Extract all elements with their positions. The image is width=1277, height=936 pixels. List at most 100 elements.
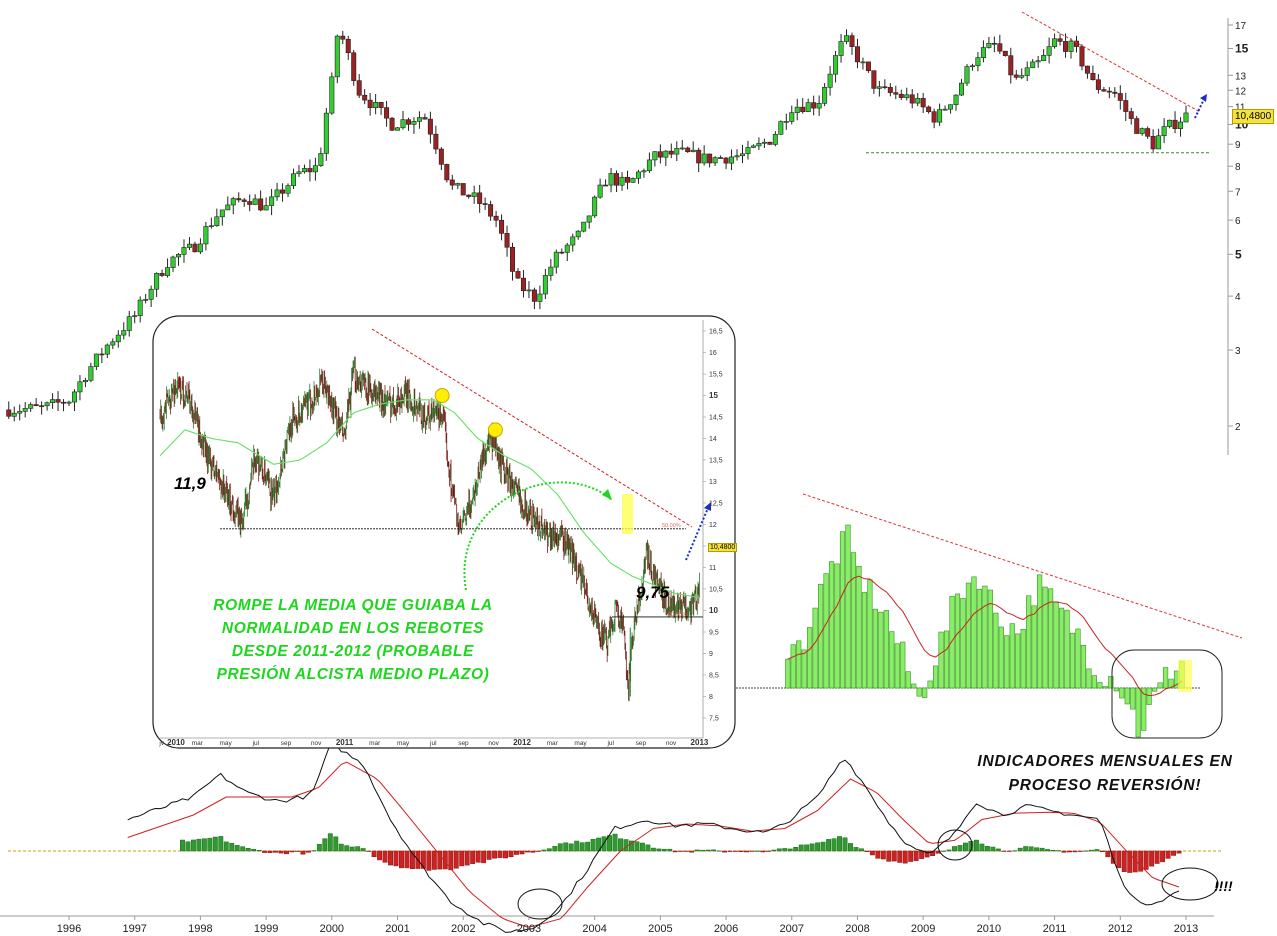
hist-bar: [801, 649, 807, 689]
candle-body: [663, 150, 669, 158]
macd-hist-bar: [218, 836, 224, 852]
candle-body: [816, 103, 822, 109]
candle-body: [723, 157, 729, 164]
candle-body: [395, 127, 401, 131]
macd-hist-bar: [689, 850, 695, 853]
macd-hist-bar: [826, 839, 832, 852]
candle-body: [247, 201, 253, 205]
macd-callout-circle: [1161, 867, 1219, 901]
candle-body: [739, 153, 745, 157]
macd-hist-bar: [371, 850, 377, 857]
macd-panel: [8, 743, 1222, 933]
macd-hist-bar: [995, 848, 1001, 852]
candle-body: [208, 225, 214, 228]
macd-hist-bar: [1061, 850, 1067, 853]
macd-hist-bar: [377, 850, 383, 861]
macd-hist-bar: [738, 850, 744, 852]
macd-hist-bar: [355, 846, 361, 852]
candle-body: [110, 341, 116, 346]
macd-hist-bar: [837, 836, 842, 852]
candle-body: [504, 233, 510, 248]
macd-hist-bar: [891, 850, 897, 862]
year-label: 2002: [451, 923, 475, 935]
macd-hist-bar: [322, 838, 328, 852]
macd-hist-bar: [771, 849, 777, 852]
price-tick-label: 4: [1235, 292, 1241, 303]
candle-body: [88, 366, 94, 381]
macd-hist-bar: [1116, 850, 1122, 869]
candle-body: [143, 299, 149, 301]
candle-body: [690, 149, 696, 153]
candle-body: [1106, 90, 1112, 93]
macd-hist-bar: [344, 845, 350, 852]
candle-body: [624, 176, 630, 183]
macd-hist-bar: [908, 850, 914, 862]
price-tick-label: 11: [1235, 103, 1246, 114]
candle-body: [1172, 119, 1178, 129]
candle-body: [882, 86, 888, 89]
hist-bar: [856, 565, 862, 689]
candle-body: [953, 94, 959, 106]
inset-price-label: 9,5: [709, 630, 719, 637]
hist-bar: [949, 596, 955, 689]
macd-hist-bar: [963, 842, 968, 852]
macd-hist-bar: [240, 846, 246, 852]
macd-hist-bar: [190, 839, 196, 852]
candle-body: [312, 165, 318, 173]
candle-body: [948, 104, 954, 110]
inset-price-label: 13: [709, 479, 717, 486]
macd-hist-bar: [273, 850, 278, 853]
candle-body: [1123, 100, 1129, 112]
macd-hist-bar: [1072, 850, 1078, 853]
hist-bar: [1042, 586, 1048, 689]
macd-hist-bar: [327, 833, 333, 852]
year-label: 2013: [1174, 923, 1198, 935]
candle-body: [460, 183, 466, 196]
inset-date-label: 2012: [513, 738, 531, 747]
inset-price-label: 12: [709, 522, 717, 529]
macd-hist-bar: [858, 848, 864, 852]
hist-bar: [1020, 629, 1026, 689]
candle-body: [1101, 89, 1107, 92]
macd-hist-bar: [787, 848, 793, 852]
candle-body: [980, 47, 986, 58]
inset-date-label: nov: [666, 740, 677, 747]
macd-hist-bar: [234, 845, 240, 852]
macd-hist-bar: [1028, 846, 1034, 852]
candle-body: [750, 145, 756, 148]
hist-bar: [1146, 687, 1152, 705]
candle-body: [526, 289, 532, 292]
candle-body: [876, 86, 882, 89]
candle-body: [444, 164, 450, 181]
macd-hist-bar: [897, 850, 903, 863]
candle-body: [942, 108, 948, 111]
year-label: 2006: [714, 923, 738, 935]
candle-body: [471, 192, 477, 197]
hist-bar: [1108, 676, 1114, 689]
macd-hist-bar: [629, 840, 634, 852]
level-2-label: 9,75: [636, 583, 670, 602]
macd-hist-bar: [809, 843, 815, 852]
macd-hist-bar: [541, 849, 547, 852]
candle-body: [893, 92, 899, 95]
macd-hist-bar: [284, 850, 289, 855]
candle-body: [1008, 55, 1014, 76]
candle-body: [219, 209, 225, 218]
candle-body: [833, 55, 839, 75]
macd-hist-bar: [552, 846, 558, 852]
hist-bar: [971, 576, 977, 689]
candle-body: [373, 102, 379, 109]
macd-hist-bar: [470, 850, 476, 864]
inset-date-label: sep: [281, 740, 292, 747]
inset-price-label: 16: [709, 350, 717, 357]
macd-hist-bar: [760, 850, 766, 853]
candle-body: [1183, 112, 1189, 123]
candle-body: [969, 65, 975, 68]
year-label: 2003: [517, 923, 541, 935]
candle-body: [1134, 118, 1140, 134]
hist-bar: [1058, 607, 1065, 689]
macd-hist-bar: [782, 848, 788, 852]
hist-bar: [1031, 605, 1037, 689]
macd-hist-bar: [1132, 850, 1138, 873]
candle-body: [827, 73, 833, 88]
